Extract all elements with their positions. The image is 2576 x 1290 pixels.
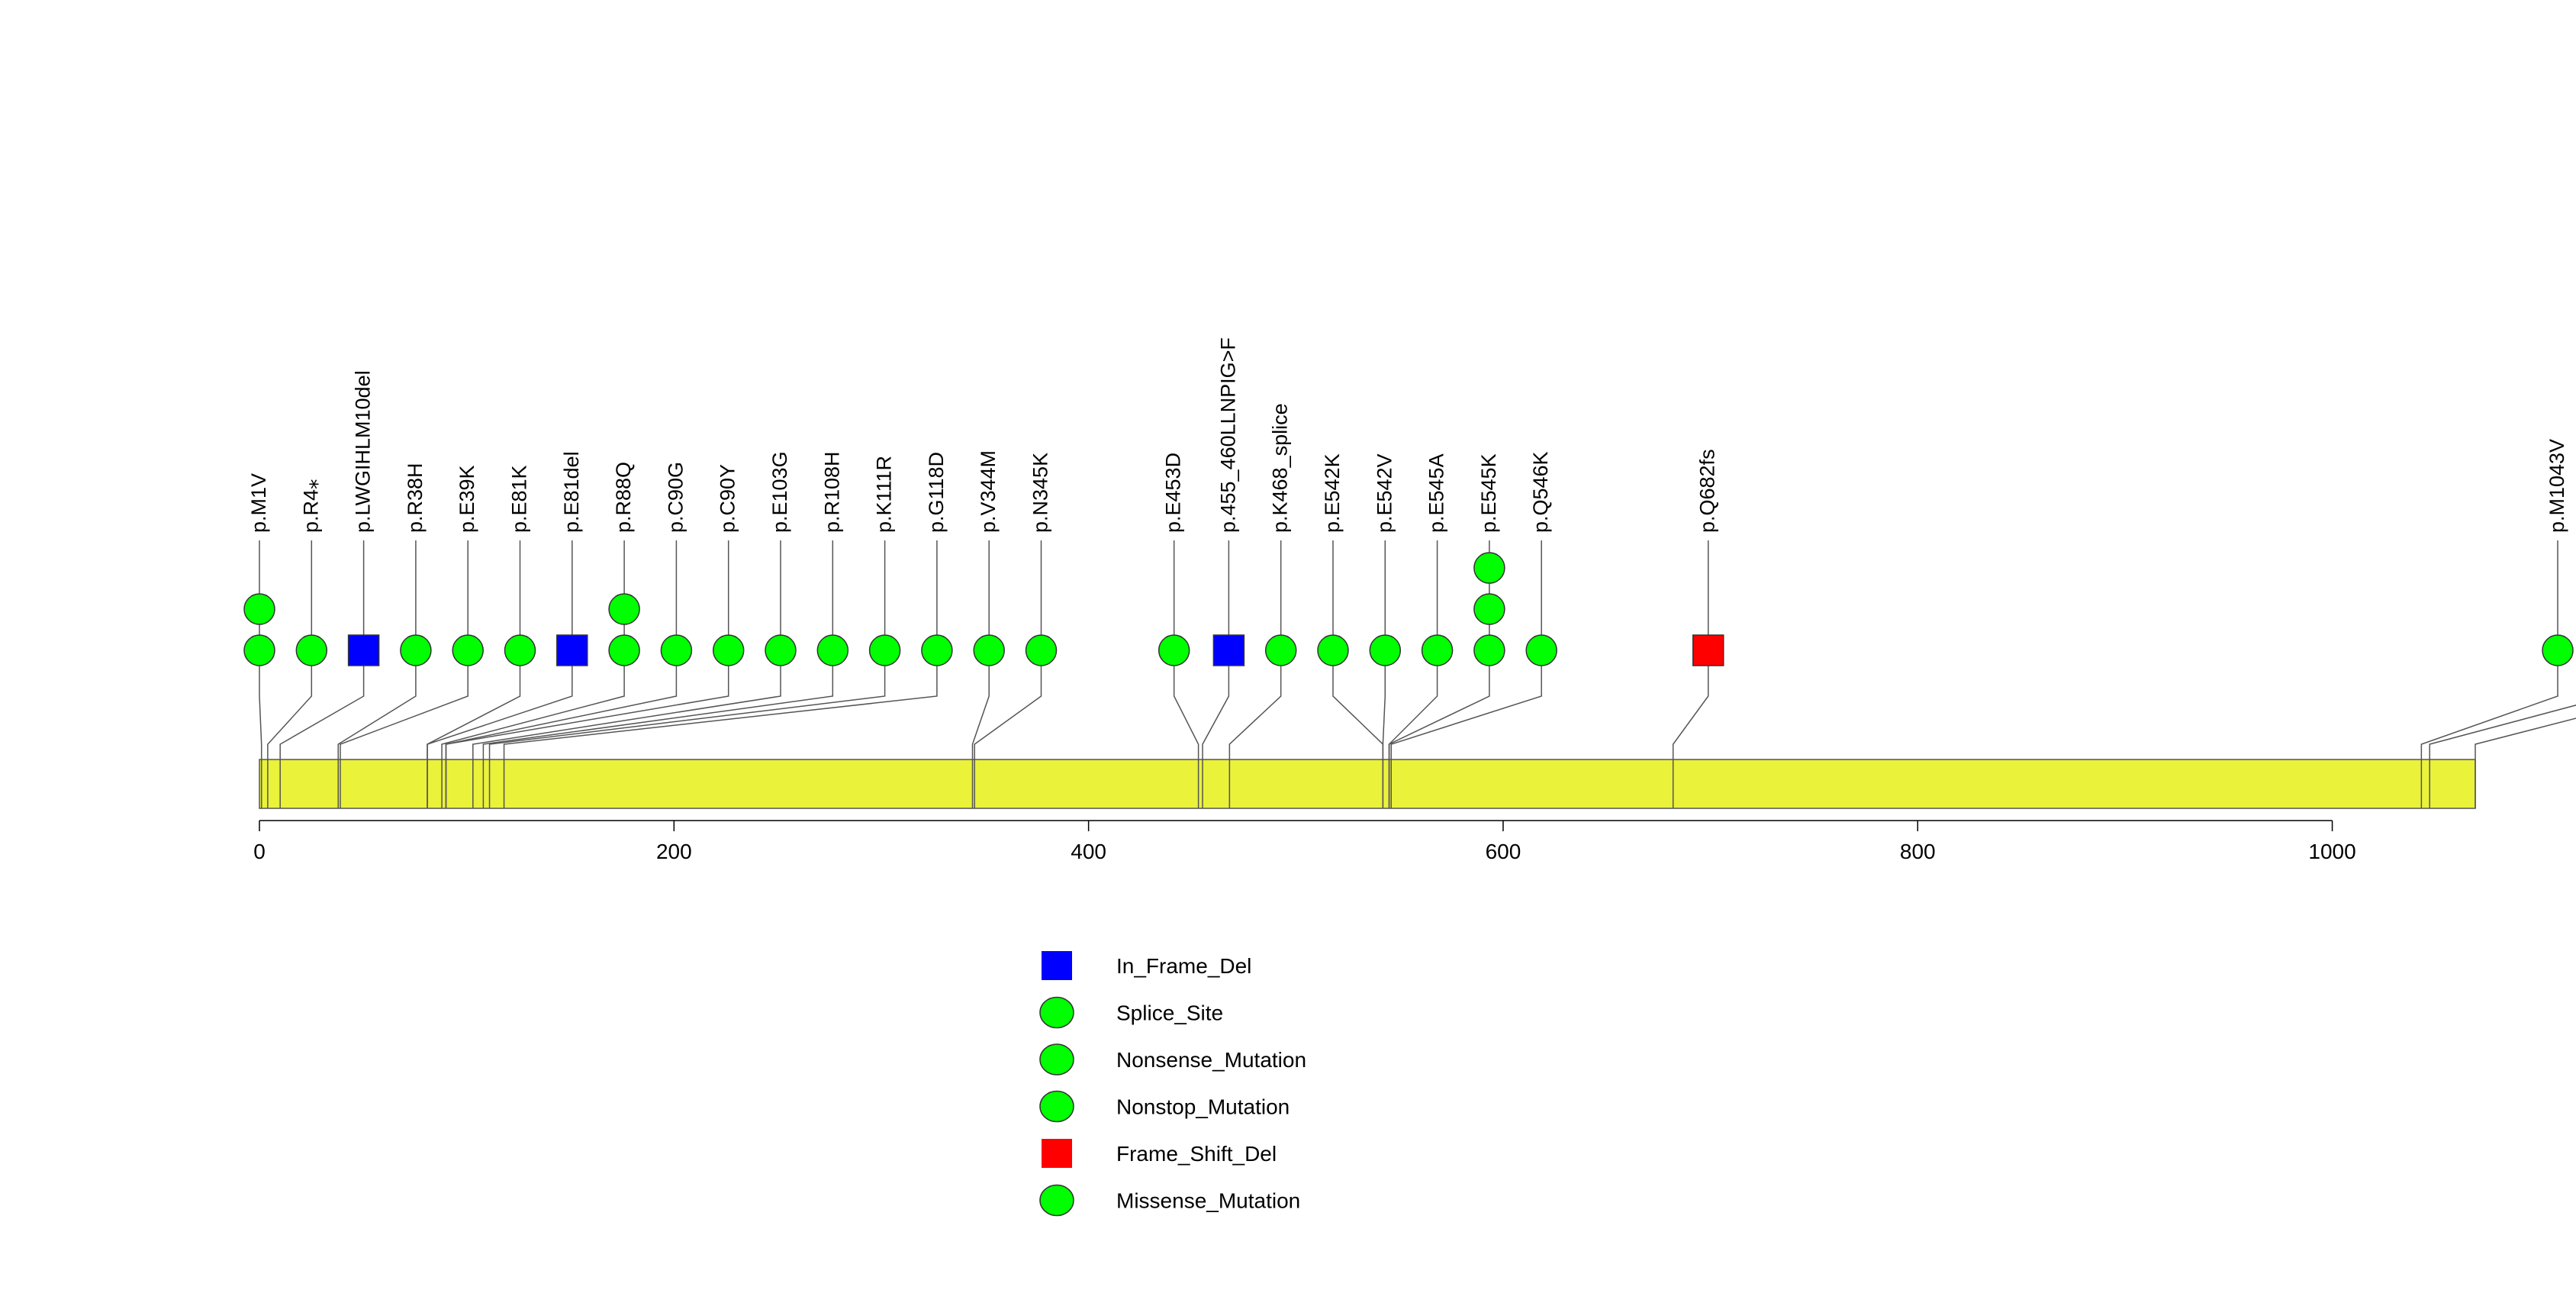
mutation-stem xyxy=(488,540,886,808)
mutation-label: p.K468_splice xyxy=(1269,403,1292,533)
mutation-label: p.R108H xyxy=(820,451,843,533)
protein-domain-bar xyxy=(259,759,2476,809)
mutation-marker xyxy=(608,593,640,625)
mutation-marker xyxy=(295,634,328,666)
mutation-stem xyxy=(267,540,313,808)
mutation-marker xyxy=(243,593,275,625)
x-axis-tick-label: 0 xyxy=(253,840,266,863)
mutation-marker xyxy=(765,634,797,666)
x-axis-tick-label: 800 xyxy=(1900,840,1936,863)
mutation-marker xyxy=(1473,552,1505,584)
mutation-marker xyxy=(712,634,745,666)
x-axis-tick-label: 400 xyxy=(1071,840,1106,863)
mutation-marker xyxy=(1473,634,1505,666)
mutation-marker xyxy=(921,634,953,666)
mutation-marker xyxy=(608,634,640,666)
mutation-marker xyxy=(868,634,901,666)
mutation-stem xyxy=(1382,540,1386,808)
mutation-label: p.C90Y xyxy=(716,464,739,533)
mutation-marker xyxy=(1369,634,1402,666)
legend-marker xyxy=(1039,1184,1074,1217)
mutation-label: p.M1043V xyxy=(2545,439,2568,533)
mutation-marker xyxy=(1264,634,1297,666)
legend-label: Frame_Shift_Del xyxy=(1116,1142,1277,1166)
mutation-marker xyxy=(1525,634,1557,666)
legend-marker xyxy=(1039,1090,1074,1123)
mutation-stem xyxy=(974,540,1042,808)
x-axis-tick-label: 600 xyxy=(1486,840,1521,863)
mutation-marker xyxy=(504,634,536,666)
legend-label: Missense_Mutation xyxy=(1116,1189,1300,1213)
mutation-stem xyxy=(2429,705,2576,808)
mutation-label: p.K111R xyxy=(873,456,896,533)
mutation-label: p.E542V xyxy=(1373,453,1396,533)
legend-marker xyxy=(1039,1043,1074,1076)
x-axis-tick-label: 1000 xyxy=(2308,840,2355,863)
legend-label: In_Frame_Del xyxy=(1116,954,1251,978)
mutation-marker xyxy=(452,634,484,666)
mutation-label: p.E453D xyxy=(1162,453,1185,533)
mutation-label: p.Q546K xyxy=(1529,451,1552,533)
mutation-marker xyxy=(1692,634,1724,666)
mutation-label: p.M1V xyxy=(247,473,270,533)
mutation-marker xyxy=(400,634,432,666)
mutation-marker xyxy=(1158,634,1190,666)
mutation-stem xyxy=(1390,540,1542,808)
mutation-label: p.R38H xyxy=(404,463,427,533)
mutation-label: p.E542K xyxy=(1321,453,1344,533)
mutation-label: p.E81K xyxy=(508,465,531,533)
mutation-stem xyxy=(1672,540,1709,808)
mutation-marker xyxy=(1025,634,1058,666)
mutation-stem xyxy=(340,540,469,808)
mutation-marker xyxy=(1421,634,1454,666)
mutation-label: p.455_460LLNPIG>F xyxy=(1216,337,1239,533)
mutation-label: p.E103G xyxy=(768,451,791,533)
mutation-label: p.V344M xyxy=(977,450,1000,533)
mutation-label: p.N345K xyxy=(1029,453,1052,533)
mutation-label: p.G118D xyxy=(925,452,948,533)
legend-marker xyxy=(1042,1139,1072,1168)
mutation-label: p.C90G xyxy=(664,462,687,533)
mutation-stem xyxy=(482,540,834,808)
mutation-marker xyxy=(2542,634,2574,666)
mutation-marker xyxy=(243,634,275,666)
mutation-label: p.R4⁎ xyxy=(299,479,322,533)
mutation-stem xyxy=(1228,540,1282,808)
mutation-stem xyxy=(503,540,938,808)
mutation-label: p.R88Q xyxy=(612,462,635,533)
legend-label: Nonstop_Mutation xyxy=(1116,1095,1290,1119)
legend-label: Nonsense_Mutation xyxy=(1116,1048,1306,1072)
mutation-stem xyxy=(279,540,365,808)
x-axis-tick-label: 200 xyxy=(656,840,692,863)
mutation-label: p.E545K xyxy=(1477,453,1500,533)
mutation-marker xyxy=(816,634,849,666)
mutation-label: p.LWGIHLM10del xyxy=(352,370,375,533)
legend-marker xyxy=(1042,951,1072,980)
mutation-marker xyxy=(1473,593,1505,625)
mutation-label: p.E545A xyxy=(1425,453,1448,533)
mutation-stem xyxy=(2475,718,2576,808)
mutation-stem xyxy=(2420,540,2558,808)
mutation-marker xyxy=(347,634,380,666)
mutation-marker xyxy=(556,634,588,666)
mutation-stem xyxy=(445,540,729,808)
mutation-marker xyxy=(973,634,1005,666)
mutation-marker xyxy=(1212,634,1245,666)
legend-label: Splice_Site xyxy=(1116,1001,1223,1025)
mutation-stem xyxy=(427,540,573,808)
mutation-marker xyxy=(1317,634,1349,666)
mutation-stem xyxy=(1202,540,1230,808)
mutation-stem xyxy=(971,540,990,808)
mutation-label: p.Q682fs xyxy=(1696,449,1719,533)
legend-marker xyxy=(1039,996,1074,1029)
mutation-marker xyxy=(660,634,693,666)
mutation-stem xyxy=(337,540,417,808)
mutation-stem xyxy=(1173,540,1199,808)
mutation-label: p.E81del xyxy=(560,451,583,533)
mutation-label: p.E39K xyxy=(456,465,478,533)
mutation-stem xyxy=(472,540,781,808)
